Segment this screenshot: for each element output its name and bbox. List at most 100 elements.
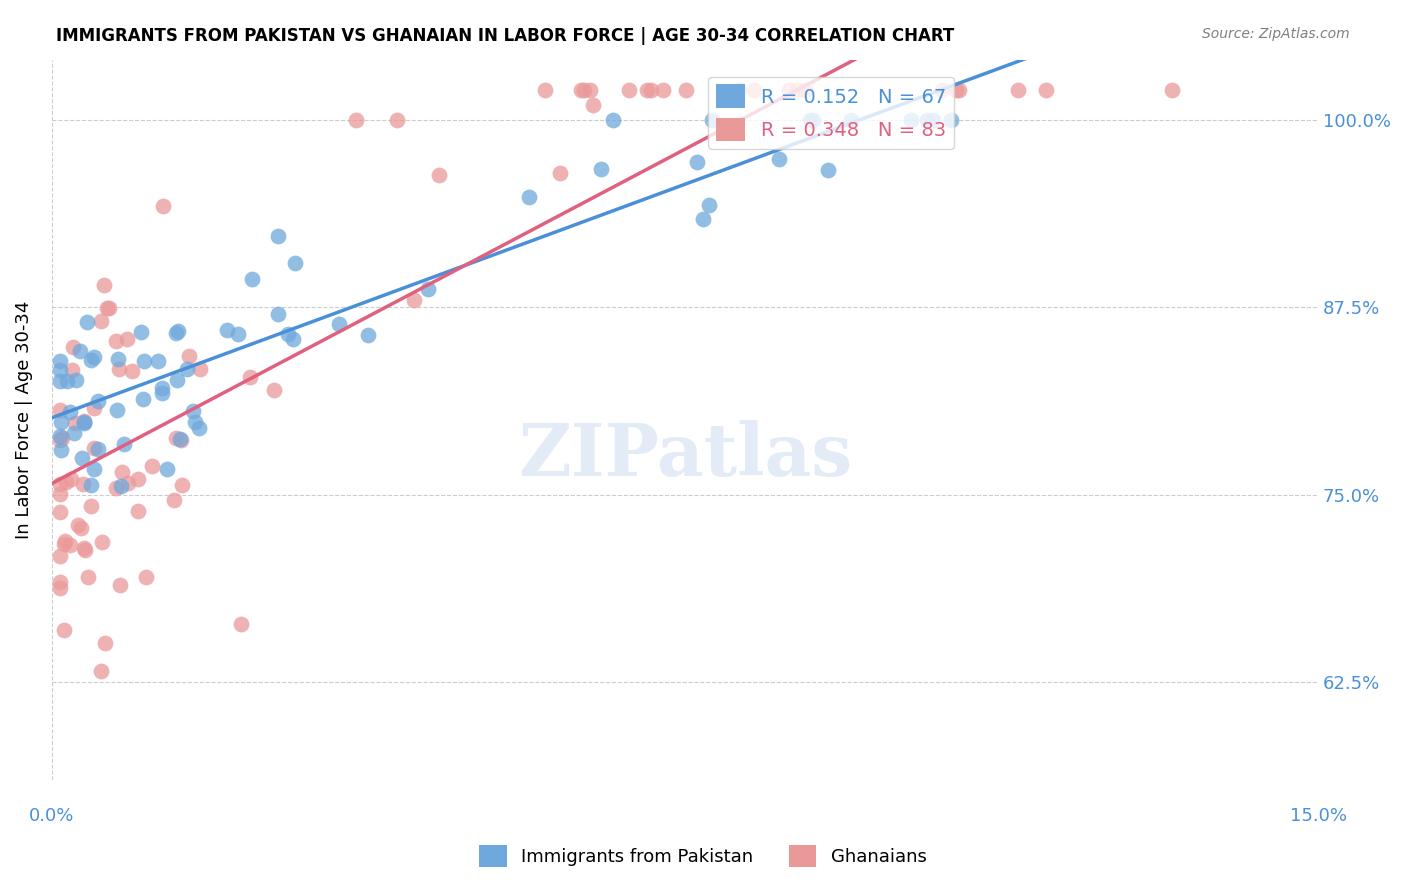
Point [702,112,724,127]
Point [150,381,173,395]
Text: 15.0%: 15.0% [1289,806,1347,825]
Point [58,538,80,552]
Legend: Immigrants from Pakistan, Ghanaians: Immigrants from Pakistan, Ghanaians [472,838,934,874]
Point [73,415,96,429]
Point [108,362,131,376]
Point [637,82,659,96]
Text: Source: ZipAtlas.com: Source: ZipAtlas.com [1202,27,1350,41]
Point [166,373,188,387]
Point [267,229,290,244]
Point [56,374,79,388]
Point [49,549,72,563]
Point [169,432,191,446]
Point [49,504,72,518]
Point [105,402,128,417]
Point [49,581,72,595]
Point [112,437,135,451]
Point [742,82,765,96]
Point [104,334,127,348]
Point [801,112,824,127]
Legend: R = 0.152   N = 67, R = 0.348   N = 83: R = 0.152 N = 67, R = 0.348 N = 83 [709,77,953,149]
Point [229,616,252,631]
Point [344,112,367,127]
Point [53,534,76,549]
Point [357,327,380,342]
Point [181,404,204,418]
Point [945,82,967,96]
Point [217,323,239,337]
Point [165,326,187,340]
Point [277,327,299,342]
Point [572,82,595,96]
Point [240,272,263,286]
Point [418,282,440,296]
Point [617,82,640,96]
Point [778,82,800,96]
Point [427,168,450,182]
Point [97,301,120,315]
Point [59,404,82,418]
Point [49,487,72,501]
Point [172,478,194,492]
Point [73,413,96,427]
Point [90,664,112,678]
Point [86,393,108,408]
Point [63,416,86,430]
Point [49,362,72,376]
Point [156,462,179,476]
Point [150,386,173,401]
Point [59,472,82,486]
Point [49,416,72,430]
Point [49,476,72,491]
Point [167,325,190,339]
Point [183,415,205,429]
Point [49,429,72,443]
Point [87,442,110,456]
Point [786,82,808,96]
Point [170,433,193,447]
Point [132,392,155,406]
Point [90,314,112,328]
Point [83,461,105,475]
Point [70,450,93,465]
Point [602,112,624,127]
Point [517,189,540,203]
Point [110,479,132,493]
Point [73,542,96,557]
Point [799,112,821,127]
Point [91,535,114,549]
Point [83,401,105,415]
Point [283,332,305,346]
Point [152,199,174,213]
Point [105,481,128,495]
Point [163,493,186,508]
Point [267,307,290,321]
Point [49,443,72,458]
Point [49,374,72,388]
Point [548,166,571,180]
Point [931,82,953,96]
Point [66,518,89,533]
Point [49,353,72,368]
Point [284,256,307,270]
Point [579,82,602,96]
Point [948,82,970,96]
Point [135,570,157,584]
Point [839,112,862,127]
Point [915,112,938,127]
Point [402,293,425,307]
Point [49,403,72,417]
Point [581,98,603,112]
Point [179,350,201,364]
Point [187,421,209,435]
Point [263,384,285,398]
Y-axis label: In Labor Force | Age 30-34: In Labor Force | Age 30-34 [15,301,32,539]
Point [1007,82,1029,96]
Point [93,277,115,292]
Point [107,352,129,367]
Point [640,82,662,96]
Point [108,577,131,591]
Point [49,575,72,590]
Point [80,353,103,368]
Point [117,476,139,491]
